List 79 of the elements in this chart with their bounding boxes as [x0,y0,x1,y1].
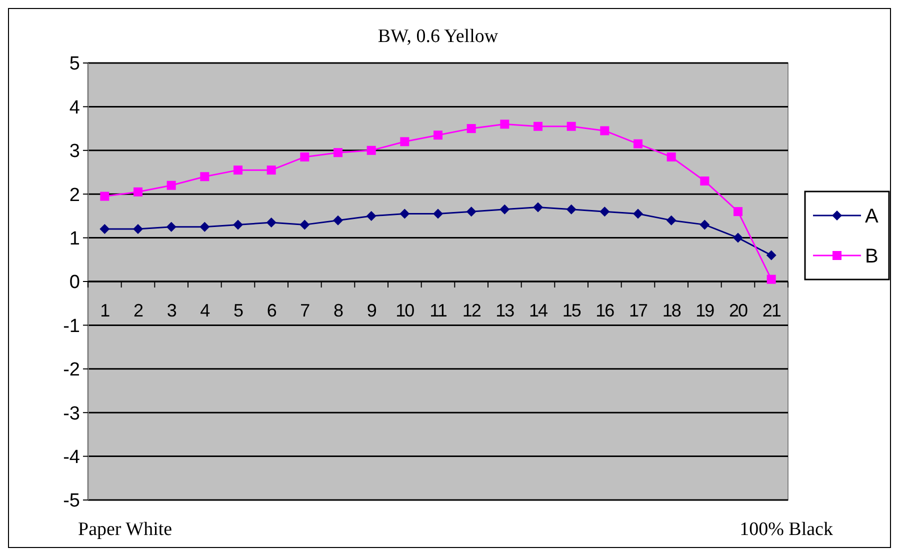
x-tick-label: 7 [300,300,310,320]
x-tick-label: 19 [696,300,715,320]
point [166,180,176,190]
point [566,204,576,214]
x-tick-label: 11 [430,300,448,320]
point [766,250,776,260]
point [333,215,343,226]
x-tick-label: 21 [762,300,782,320]
point [666,152,676,162]
y-tick-label: 0 [69,272,80,294]
y-tick-label: -4 [63,446,80,468]
chart-title: BW, 0.6 Yellow [378,26,498,47]
x-tick-label: 13 [496,300,515,320]
x-tick-label: 3 [166,300,177,320]
text: 100% Black [740,519,834,540]
point [200,222,210,232]
point [100,224,110,234]
point [234,166,242,175]
y-tick-label: -2 [63,360,80,381]
x-tick-label: 2 [133,300,144,320]
point [466,206,476,217]
y-tick-label: 1 [69,228,80,250]
point [433,208,443,219]
x-tick-label: 6 [266,300,277,320]
point [233,220,243,230]
x-tick-label: 10 [396,300,415,320]
point [733,232,743,243]
y-tick-label: -5 [63,490,80,512]
point [134,187,142,196]
point [400,208,410,219]
point [334,148,342,158]
y-tick-label: 3 [69,141,80,162]
point [600,206,610,217]
point [534,122,542,131]
x-tick-label: 5 [233,300,244,320]
point [266,218,276,228]
point [300,220,310,230]
point [133,224,143,234]
y-tick-label: 2 [69,184,80,206]
point [300,152,310,162]
x-tick-label: 18 [662,300,682,320]
x-tick-label: 17 [628,300,648,320]
x-tick-label: 4 [200,300,210,320]
y-tick-label: -1 [63,316,80,337]
y-tick-label: -3 [63,403,80,424]
point [200,172,210,182]
point [366,146,376,155]
point [400,137,410,146]
point [366,210,376,221]
point [500,120,510,129]
x-tick-label: 8 [333,300,344,320]
y-tick-label: 5 [69,54,80,75]
x-tick-label: 14 [528,300,548,320]
text: Paper White [78,519,172,540]
point [600,126,610,136]
x-tick-label: 15 [562,300,582,320]
point [533,202,543,212]
point [700,220,710,230]
point [434,130,442,140]
legend-label: A [865,206,879,228]
point [634,139,642,148]
x-tick-label: 12 [462,300,482,320]
point [700,176,710,186]
x-tick-label: 1 [100,300,110,320]
point [666,215,676,226]
point [566,122,576,131]
x-tick-label: 9 [366,300,377,320]
point [734,207,742,216]
x-tick-label: 20 [728,300,748,320]
point [500,204,510,214]
point [266,166,276,175]
point [466,124,476,134]
x-tick-label: 16 [596,300,615,320]
point [633,208,643,219]
point [766,274,776,284]
legend-label: B [865,246,878,268]
point [100,192,110,201]
point [166,222,176,232]
y-tick-label: 4 [69,97,80,118]
